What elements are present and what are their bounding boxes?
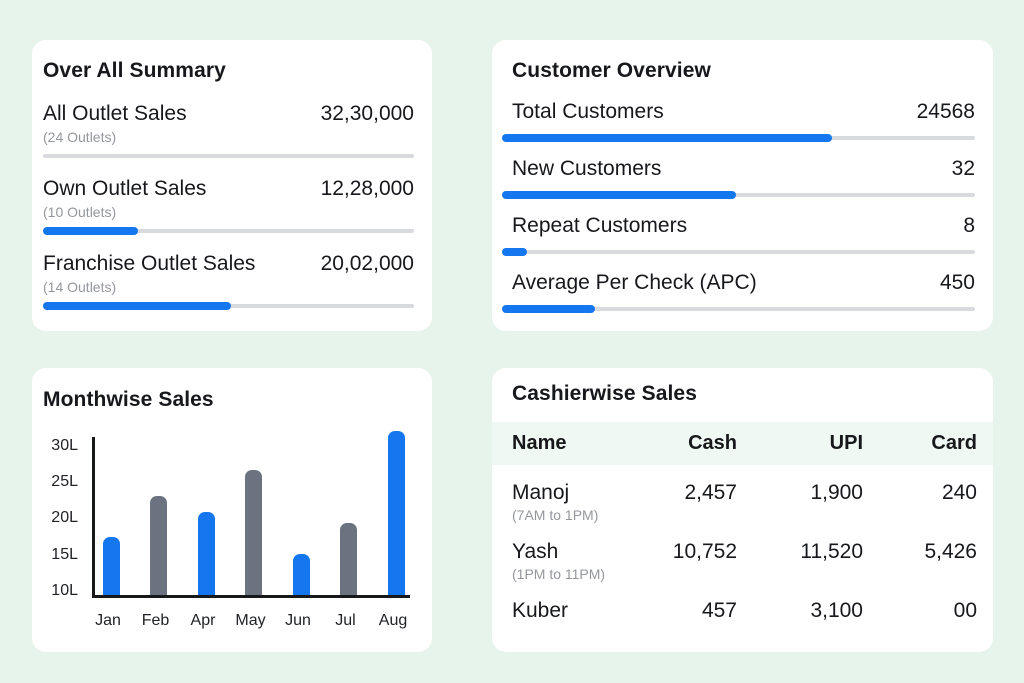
summary-row-label: All Outlet Sales bbox=[43, 102, 187, 125]
overall-summary-card: Over All Summary All Outlet Sales 32,30,… bbox=[32, 40, 432, 331]
customer-overview-card: Customer Overview Total Customers 24568 … bbox=[492, 40, 993, 331]
monthwise-sales-title: Monthwise Sales bbox=[43, 388, 214, 411]
progress-fill bbox=[43, 227, 138, 235]
x-tick-label: Apr bbox=[190, 612, 216, 629]
customer-row-value: 32 bbox=[951, 157, 975, 180]
column-header-card: Card bbox=[931, 432, 977, 454]
column-header-cash: Cash bbox=[688, 432, 737, 454]
progress-fill bbox=[502, 248, 528, 256]
summary-row-sublabel: (24 Outlets) bbox=[43, 129, 117, 145]
cashier-shift: (7AM to 1PM) bbox=[512, 507, 599, 523]
progress-track bbox=[43, 154, 414, 158]
customer-row-value: 24568 bbox=[916, 100, 975, 123]
bar-jun bbox=[292, 554, 310, 595]
customer-row-label: Repeat Customers bbox=[512, 214, 688, 237]
customer-row-total: Total Customers 24568 bbox=[502, 100, 975, 142]
cashierwise-sales-card: Cashierwise Sales Name Cash UPI Card Man… bbox=[492, 368, 993, 652]
y-tick-label: 10L bbox=[51, 581, 78, 599]
monthwise-sales-card: Monthwise Sales 10L 15L 20L 25L 30L Jan Feb Ap… bbox=[32, 368, 432, 652]
cashier-shift: (1PM to 11PM) bbox=[512, 566, 606, 582]
summary-row-franchise-outlet: Franchise Outlet Sales 20,02,000 (14 Out… bbox=[43, 252, 414, 310]
summary-row-value: 20,02,000 bbox=[320, 252, 414, 275]
bar-jan bbox=[102, 537, 120, 595]
progress-track bbox=[43, 302, 414, 310]
cashier-name-cell: Manoj (7AM to 1PM) bbox=[512, 480, 627, 523]
customer-row-value: 8 bbox=[963, 214, 975, 237]
customer-row-repeat: Repeat Customers 8 bbox=[502, 214, 975, 256]
summary-row-value: 32,30,000 bbox=[320, 102, 414, 125]
customer-row-new: New Customers 32 bbox=[502, 157, 975, 199]
bar-feb bbox=[150, 495, 167, 595]
table-header-row: Name Cash UPI Card bbox=[492, 422, 993, 465]
summary-row-own-outlet: Own Outlet Sales 12,28,000 (10 Outlets) bbox=[43, 177, 414, 235]
upi-value: 1,900 bbox=[810, 481, 863, 504]
x-axis-labels: Jan Feb Apr May Jun Jul Aug bbox=[92, 612, 410, 636]
summary-row-label: Franchise Outlet Sales bbox=[43, 252, 256, 275]
x-tick-label: Jan bbox=[95, 612, 121, 629]
x-tick-label: Aug bbox=[378, 612, 408, 629]
customer-row-label: Average Per Check (APC) bbox=[512, 271, 757, 294]
cashier-name: Kuber bbox=[512, 599, 569, 622]
upi-value: 3,100 bbox=[810, 599, 863, 622]
overall-summary-title: Over All Summary bbox=[43, 59, 226, 82]
bar-may bbox=[245, 469, 262, 595]
cashier-name: Yash bbox=[512, 540, 559, 563]
progress-fill bbox=[502, 305, 596, 313]
table-body: Manoj (7AM to 1PM) 2,457 1,900 240 Yash … bbox=[492, 465, 993, 623]
bar-apr bbox=[197, 512, 215, 595]
y-tick-label: 20L bbox=[51, 509, 78, 527]
bar-jul bbox=[340, 522, 357, 595]
progress-fill bbox=[502, 191, 737, 199]
cashier-name-cell: Kuber bbox=[512, 598, 627, 623]
progress-fill bbox=[502, 134, 833, 142]
table-row-yash: Yash (1PM to 11PM) 10,752 11,520 5,426 bbox=[512, 539, 977, 582]
x-tick-label: Feb bbox=[141, 612, 170, 629]
y-tick-label: 15L bbox=[51, 545, 78, 563]
x-tick-label: May bbox=[235, 612, 266, 629]
summary-row-label: Own Outlet Sales bbox=[43, 177, 207, 200]
summary-row-all-outlet: All Outlet Sales 32,30,000 (24 Outlets) bbox=[43, 102, 414, 158]
summary-row-value: 12,28,000 bbox=[320, 177, 414, 200]
y-tick-label: 25L bbox=[51, 473, 78, 491]
progress-track bbox=[502, 134, 975, 142]
customer-row-apc: Average Per Check (APC) 450 bbox=[502, 271, 975, 313]
progress-fill bbox=[43, 302, 232, 310]
cash-value: 10,752 bbox=[672, 540, 737, 563]
bar-aug bbox=[387, 431, 405, 595]
cash-value: 457 bbox=[701, 599, 737, 622]
y-tick-label: 30L bbox=[51, 436, 78, 454]
x-tick-label: Jul bbox=[335, 612, 356, 629]
cash-value: 2,457 bbox=[684, 481, 737, 504]
upi-value: 11,520 bbox=[800, 540, 863, 563]
x-tick-label: Jun bbox=[285, 612, 311, 629]
customer-row-label: Total Customers bbox=[512, 100, 664, 123]
cashierwise-sales-title: Cashierwise Sales bbox=[512, 382, 697, 405]
card-value: 00 bbox=[953, 599, 977, 622]
customer-row-value: 450 bbox=[939, 271, 975, 294]
card-value: 5,426 bbox=[924, 540, 977, 563]
summary-row-sublabel: (14 Outlets) bbox=[43, 279, 117, 295]
progress-track bbox=[502, 191, 975, 199]
table-row-manoj: Manoj (7AM to 1PM) 2,457 1,900 240 bbox=[512, 480, 977, 523]
customer-row-label: New Customers bbox=[512, 157, 662, 180]
table-row-kuber: Kuber 457 3,100 00 bbox=[512, 598, 977, 623]
column-header-name: Name bbox=[512, 432, 567, 454]
progress-track bbox=[43, 227, 414, 235]
column-header-upi: UPI bbox=[829, 432, 863, 454]
cashier-name-cell: Yash (1PM to 11PM) bbox=[512, 539, 627, 582]
cashier-name: Manoj bbox=[512, 481, 570, 504]
progress-track bbox=[502, 248, 975, 256]
customer-overview-title: Customer Overview bbox=[512, 59, 711, 82]
chart-plot-area bbox=[92, 431, 410, 598]
summary-row-sublabel: (10 Outlets) bbox=[43, 204, 117, 220]
card-value: 240 bbox=[941, 481, 977, 504]
monthwise-sales-chart: 10L 15L 20L 25L 30L Jan Feb Apr May Jun Jul Aug bbox=[32, 368, 432, 652]
progress-track bbox=[502, 305, 975, 313]
y-axis-labels: 10L 15L 20L 25L 30L bbox=[32, 436, 78, 599]
